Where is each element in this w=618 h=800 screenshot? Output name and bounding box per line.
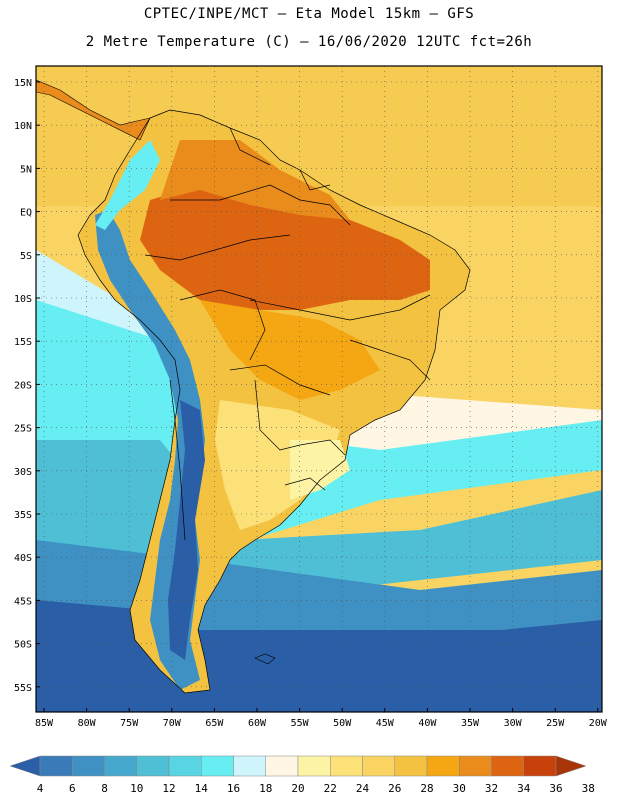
lat-tick-label: 35S <box>14 510 32 521</box>
lon-tick-label: 60W <box>248 718 267 729</box>
legend-color-box <box>136 755 170 777</box>
andes-coldest-core <box>168 400 205 660</box>
lon-tick-label: 40W <box>418 718 437 729</box>
legend-color-box <box>168 755 202 777</box>
legend-value-label: 32 <box>485 782 498 795</box>
legend-labels: 4 6 8 10 12 14 16 18 20 22 24 26 28 30 32 34 36 38 <box>37 782 595 795</box>
lon-tick-label: 85W <box>35 718 54 729</box>
latitude-axis: 15N 10N 5N EQ 5S 10S 15S 20S 25S 30S 35S 40S 45S 50S 5… <box>14 78 40 694</box>
lat-tick-label: 10N <box>14 121 32 132</box>
legend-value-label: 4 <box>37 782 44 795</box>
legend-color-box <box>201 755 234 777</box>
legend-value-label: 36 <box>549 782 562 795</box>
lon-tick-label: 20W <box>589 718 608 729</box>
country-borders <box>77 109 471 694</box>
legend-color-box <box>394 755 428 777</box>
legend-value-label: 18 <box>259 782 272 795</box>
legend-value-label: 34 <box>517 782 531 795</box>
lat-tick-label: 50S <box>14 640 32 651</box>
lat-tick-label: 20S <box>14 380 32 391</box>
legend-value-label: 26 <box>388 782 401 795</box>
lat-tick-label: 55S <box>14 683 32 694</box>
legend-color-boxes <box>9 755 587 777</box>
legend-value-label: 12 <box>162 782 175 795</box>
lat-tick-label: 5S <box>20 251 32 262</box>
legend-value-label: 14 <box>195 782 209 795</box>
lon-tick-label: 50W <box>333 718 352 729</box>
legend-value-label: 22 <box>324 782 337 795</box>
lat-tick-label: EQ <box>20 208 32 219</box>
lon-tick-label: 45W <box>376 718 395 729</box>
lat-tick-label: 45S <box>14 596 32 607</box>
map-frame <box>35 65 603 713</box>
legend-color-box <box>265 755 299 777</box>
lat-tick-label: 5N <box>20 164 32 175</box>
legend-color-box <box>297 755 331 777</box>
lat-tick-label: 30S <box>14 467 32 478</box>
longitude-axis: 85W 80W 75W 70W 65W 60W 55W 50W 45W 40W 35W 30W 25W 2… <box>35 708 608 729</box>
lon-tick-label: 75W <box>120 718 139 729</box>
lat-tick-label: 15S <box>14 337 32 348</box>
legend-color-box <box>459 755 492 777</box>
map-canvas <box>36 66 602 712</box>
map-title: CPTEC/INPE/MCT – Eta Model 15km – GFS <box>143 6 475 22</box>
legend-color-box <box>523 755 557 777</box>
legend-color-box <box>39 755 73 777</box>
lat-tick-label: 40S <box>14 553 32 564</box>
legend-arrow-high <box>555 755 587 777</box>
legend-color-box <box>491 755 524 777</box>
legend-value-label: 28 <box>420 782 433 795</box>
lon-tick-label: 35W <box>461 718 480 729</box>
amazon-hot-region <box>140 185 430 310</box>
lat-tick-label: 25S <box>14 424 32 435</box>
legend-arrow-low <box>9 755 41 777</box>
amazon-warm-region <box>160 140 350 220</box>
temperature-map: 15N 10N 5N EQ 5S 10S 15S 20S 25S 30S 35S 40S 45S 50S 5… <box>14 65 608 729</box>
lat-tick-label: 15N <box>14 78 32 89</box>
legend-value-label: 10 <box>130 782 143 795</box>
lon-tick-label: 80W <box>78 718 97 729</box>
falklands-island <box>254 653 276 665</box>
legend-color-box <box>104 755 137 777</box>
legend-color-box <box>72 755 105 777</box>
legend-color-box <box>330 755 363 777</box>
lat-tick-label: 10S <box>14 294 32 305</box>
southern-brazil-cool <box>290 440 350 500</box>
legend-value-label: 16 <box>227 782 240 795</box>
lon-tick-label: 25W <box>546 718 565 729</box>
legend-value-label: 20 <box>291 782 304 795</box>
andes-north-cool <box>95 140 160 230</box>
central-brazil-warm <box>200 300 380 400</box>
lon-tick-label: 70W <box>163 718 182 729</box>
legend-value-label: 6 <box>69 782 76 795</box>
southern-cone-mild <box>215 400 340 530</box>
legend-value-label: 30 <box>453 782 466 795</box>
lon-tick-label: 65W <box>205 718 224 729</box>
map-subtitle: 2 Metre Temperature (C) – 16/06/2020 12U… <box>85 34 533 50</box>
legend-value-label: 8 <box>101 782 108 795</box>
legend-value-label: 38 <box>582 782 595 795</box>
lon-tick-label: 55W <box>291 718 310 729</box>
legend-color-box <box>362 755 395 777</box>
lon-tick-label: 30W <box>504 718 523 729</box>
legend-value-label: 24 <box>356 782 370 795</box>
legend-color-box <box>233 755 266 777</box>
legend-color-box <box>426 755 460 777</box>
color-legend: 4 6 8 10 12 14 16 18 20 22 24 26 28 30 32 34 36 38 <box>9 755 595 795</box>
